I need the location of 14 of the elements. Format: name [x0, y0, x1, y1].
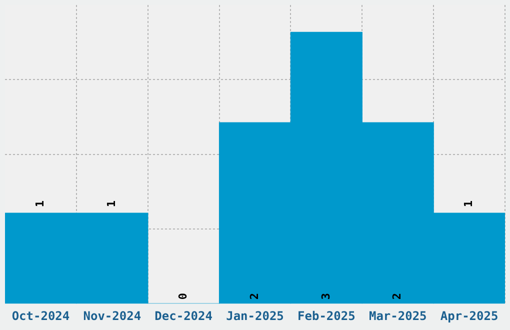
data-label: 2 — [248, 292, 261, 300]
data-label: 3 — [319, 292, 332, 300]
x-tick-label: Nov-2024 — [83, 308, 142, 323]
data-label: 1 — [462, 200, 476, 208]
data-label: 0 — [176, 292, 190, 300]
x-tick-label: Feb-2025 — [298, 308, 356, 323]
data-label: 1 — [34, 200, 47, 208]
data-label: 2 — [390, 292, 404, 300]
x-tick-label: Mar-2025 — [368, 308, 427, 323]
x-tick-label: Oct-2024 — [12, 308, 70, 323]
x-tick-label: Jan-2025 — [226, 308, 284, 323]
data-label: 1 — [105, 200, 118, 208]
x-tick-label: Apr-2025 — [440, 308, 498, 323]
x-tick-label: Dec-2024 — [154, 308, 212, 323]
